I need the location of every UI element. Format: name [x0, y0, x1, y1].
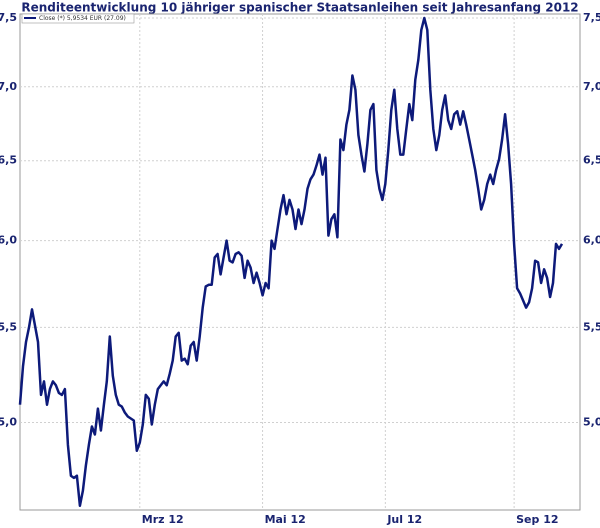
x-tick-label: Jul 12 — [386, 513, 422, 526]
y2-tick-label: 5,0 — [583, 415, 600, 428]
y-tick-label: 5,0 — [0, 415, 17, 428]
y-tick-label: 7,5 — [0, 11, 17, 24]
legend-label: Close (*) 5,9534 EUR (27.09) — [39, 15, 126, 22]
data-line — [18, 16, 564, 507]
y-tick-label: 6,0 — [0, 234, 17, 247]
y2-tick-label: 5,5 — [583, 320, 600, 333]
x-tick-label: Mai 12 — [265, 513, 306, 526]
y-tick-label: 5,5 — [0, 320, 17, 333]
y2-tick-label: 7,5 — [583, 11, 600, 24]
y-tick-label: 6,5 — [0, 154, 17, 167]
chart-title: Renditeentwicklung 10 jähriger spanische… — [21, 1, 578, 15]
x-tick-label: Mrz 12 — [142, 513, 184, 526]
plot-area — [19, 13, 581, 511]
legend-box — [21, 13, 135, 24]
x-tick-label: Sep 12 — [516, 513, 558, 526]
y2-tick-label: 6,0 — [583, 234, 600, 247]
y2-tick-label: 7,0 — [583, 80, 600, 93]
y-tick-label: 7,0 — [0, 80, 17, 93]
y2-tick-label: 6,5 — [583, 154, 600, 167]
